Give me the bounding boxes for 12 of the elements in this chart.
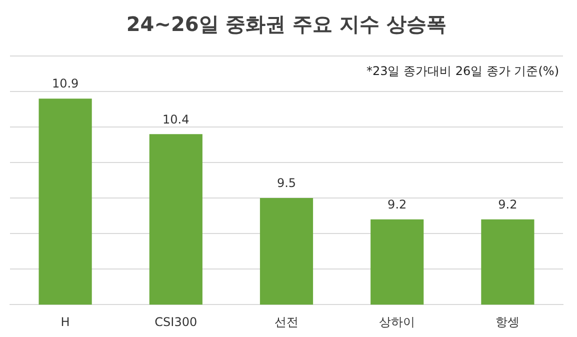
data-label: 10.4 xyxy=(162,112,190,126)
x-tick-label: CSI300 xyxy=(154,314,198,329)
chart-title: 24~26일 중화권 주요 지수 상승폭 xyxy=(126,12,447,36)
data-label: 9.2 xyxy=(498,197,518,212)
x-tick-label: 선전 xyxy=(274,314,298,329)
data-label: 9.5 xyxy=(276,176,296,190)
annotation: *23일 종가대비 26일 종가 기준(%) xyxy=(366,64,559,78)
x-tick-label: 항셍 xyxy=(496,314,520,329)
x-tick-label: H xyxy=(60,314,70,329)
data-label: 10.9 xyxy=(52,76,79,91)
x-tick-label: 상하이 xyxy=(379,314,416,329)
data-label: 9.2 xyxy=(388,197,407,212)
